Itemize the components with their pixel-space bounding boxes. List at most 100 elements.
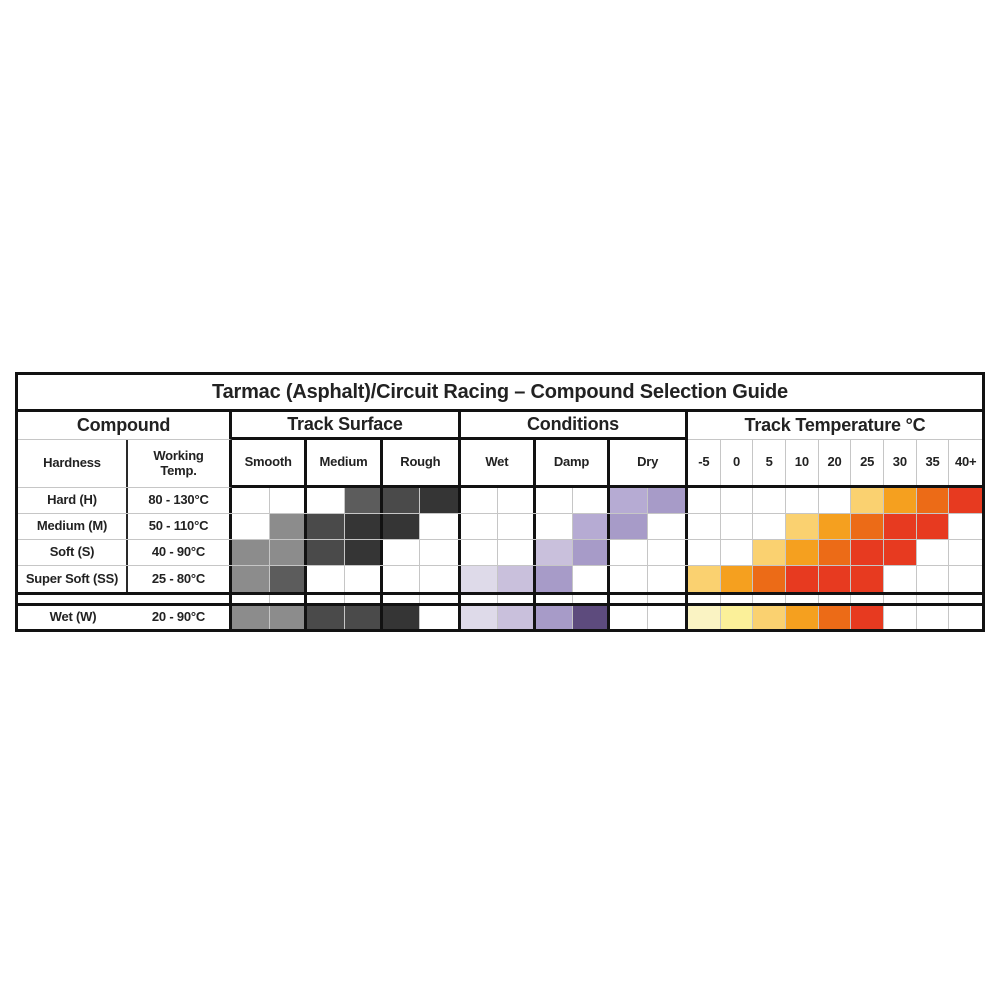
surface-cell <box>269 606 308 629</box>
temperature-cell <box>884 566 917 592</box>
temperature-cell <box>786 540 819 565</box>
working-temp: 80 - 130°C <box>148 492 209 508</box>
compound-cells: Super Soft (SS) 25 - 80°C <box>18 566 232 592</box>
conditions-cell <box>647 606 685 629</box>
conditions-cell <box>647 488 685 513</box>
row-label: Wet (W) <box>49 609 97 625</box>
conditions-cells <box>461 566 688 592</box>
surface-subheaders: Smooth Medium Rough <box>232 440 461 488</box>
temperature-cell <box>688 514 721 539</box>
section-header-track-surface: Track Surface <box>232 412 461 440</box>
conditions-cell <box>610 566 648 592</box>
subheader-cell: 10 <box>786 440 819 485</box>
surface-cell <box>269 488 308 513</box>
temperature-cell <box>753 540 786 565</box>
temperature-cell <box>720 540 754 565</box>
surface-cell <box>420 566 458 592</box>
subheader-cell: Working Temp. <box>153 447 204 478</box>
compound-cells <box>18 595 232 603</box>
surface-cell <box>345 566 383 592</box>
row-label: Medium (M) <box>18 514 128 539</box>
column-subheader-row: Hardness Working Temp. Smooth Medium Rough We… <box>18 440 982 488</box>
temperature-cell <box>884 488 917 513</box>
surface-cells <box>232 514 461 539</box>
compound-cells: Hard (H) 80 - 130°C <box>18 488 232 513</box>
surface-cell <box>232 606 270 629</box>
temperature-cell <box>753 606 786 629</box>
row-label: Soft (S) <box>18 540 128 565</box>
section-header-track-temperature: Track Temperature °C <box>688 412 982 440</box>
surface-cell <box>232 566 270 592</box>
separator-cell <box>382 595 421 603</box>
surface-cell <box>382 514 421 539</box>
temperature-cell <box>949 514 982 539</box>
conditions-cells <box>461 540 688 565</box>
temperature-cell <box>884 540 917 565</box>
working-temp: 50 - 110°C <box>148 518 209 534</box>
temperature-cell <box>753 488 786 513</box>
separator-cell <box>420 595 458 603</box>
surface-cell <box>269 540 308 565</box>
conditions-cell <box>498 606 536 629</box>
temperature-cell <box>851 606 884 629</box>
conditions-cell <box>461 488 499 513</box>
subheader-cell: Medium <box>307 440 383 485</box>
surface-cell <box>307 488 345 513</box>
temperature-cell <box>786 488 819 513</box>
separator-cell <box>647 595 685 603</box>
conditions-cell <box>610 606 648 629</box>
surface-cell <box>269 514 308 539</box>
temperature-cells <box>688 606 982 629</box>
compound-selection-table: Tarmac (Asphalt)/Circuit Racing – Compou… <box>15 372 985 632</box>
temperature-cell <box>753 566 786 592</box>
surface-cell <box>420 606 458 629</box>
surface-cell <box>307 566 345 592</box>
temperature-cell <box>851 566 884 592</box>
separator-cell <box>753 595 786 603</box>
separator-cell <box>232 595 270 603</box>
row-label: Super Soft (SS) <box>18 566 128 592</box>
working-temp: 20 - 90°C <box>151 609 206 625</box>
subheader-cell: Rough <box>400 454 441 470</box>
surface-cell <box>232 488 270 513</box>
conditions-cell <box>498 488 536 513</box>
conditions-cell <box>461 514 499 539</box>
temperature-cell <box>786 606 819 629</box>
temperature-cells <box>688 540 982 565</box>
section-header-row: Compound Track Surface Conditions Track … <box>18 412 982 440</box>
conditions-cells <box>461 514 688 539</box>
surface-cell <box>382 566 421 592</box>
conditions-cell <box>572 606 611 629</box>
surface-cell <box>232 540 270 565</box>
separator-cell <box>535 595 573 603</box>
separator-cell <box>461 595 499 603</box>
conditions-cell <box>647 540 685 565</box>
conditions-cells <box>461 488 688 513</box>
compound-cells: Wet (W) 20 - 90°C <box>18 606 232 629</box>
conditions-cell <box>647 514 685 539</box>
wet-row-separator <box>18 592 982 606</box>
conditions-cell <box>535 566 573 592</box>
conditions-cell <box>572 566 611 592</box>
surface-cell <box>269 566 308 592</box>
surface-cells <box>232 488 461 513</box>
temperature-cells <box>688 514 982 539</box>
temperature-cell <box>818 488 852 513</box>
conditions-cells <box>461 606 688 629</box>
subheader-cell: 30 <box>884 440 917 485</box>
separator-cell <box>307 595 345 603</box>
conditions-subheaders: Wet Damp Dry <box>461 440 688 488</box>
conditions-cell <box>572 540 611 565</box>
temperature-cells <box>688 566 982 592</box>
temperature-cell <box>786 514 819 539</box>
separator-cell <box>851 595 884 603</box>
temperature-cell <box>818 540 852 565</box>
surface-cell <box>382 606 421 629</box>
section-header-compound: Compound <box>18 412 232 440</box>
separator-cell <box>786 595 819 603</box>
conditions-cell <box>535 540 573 565</box>
conditions-cell <box>498 566 536 592</box>
surface-cell <box>345 540 383 565</box>
working-temp: 25 - 80°C <box>151 570 206 586</box>
